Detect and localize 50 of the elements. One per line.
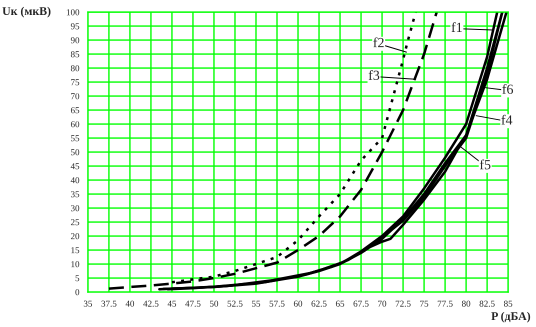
x-tick-label: 40 <box>126 300 134 307</box>
x-tick-label: 57.5 <box>270 300 285 307</box>
annotation: f3 <box>368 70 380 80</box>
x-tick-label: 45 <box>168 300 176 307</box>
annotation: f6 <box>502 84 514 94</box>
x-tick-label: 67.5 <box>354 300 369 307</box>
y-tick-label: 5 <box>76 275 80 282</box>
x-tick-label: 85 <box>504 300 512 307</box>
annotation: f1 <box>452 22 462 32</box>
y-tick-label: 80 <box>70 65 80 72</box>
x-tick-label: 77.5 <box>438 300 453 307</box>
y-tick-label: 35 <box>70 191 80 198</box>
y-tick-label: 90 <box>70 37 80 44</box>
x-tick-label: 60 <box>294 300 302 307</box>
y-tick-label: 10 <box>71 261 80 268</box>
y-tick-label: 70 <box>71 93 80 100</box>
y-tick-label: 65 <box>70 107 80 114</box>
y-tick-label: 25 <box>70 219 80 226</box>
x-tick-label: 80 <box>462 300 470 307</box>
y-tick-label: 60 <box>70 121 80 128</box>
y-tick-label: 75 <box>71 79 80 86</box>
x-tick-label: 37.5 <box>101 300 116 307</box>
y-tick-label: 40 <box>70 177 80 184</box>
x-tick-label: 82.5 <box>480 300 495 307</box>
x-tick-label: 65 <box>336 300 344 307</box>
x-tick-label: 52.5 <box>228 300 243 307</box>
y-tick-label: 45 <box>70 163 80 170</box>
y-tick-label: 20 <box>70 233 80 240</box>
x-tick-label: 72.5 <box>396 300 411 307</box>
y-tick-label: 85 <box>70 51 80 58</box>
x-tick-label: 42.5 <box>143 300 158 307</box>
y-tick-label: 55 <box>71 135 80 142</box>
y-tick-label: 0 <box>75 289 80 296</box>
annotation: f4 <box>501 114 512 125</box>
y-axis-title: Uк (мкВ) <box>2 6 50 18</box>
x-tick-label: 50 <box>210 300 218 307</box>
x-axis-title: P (дБА) <box>491 312 530 323</box>
x-tick-label: 62.5 <box>312 300 327 307</box>
y-tick-label: 30 <box>70 205 80 212</box>
y-tick-label: 100 <box>66 9 80 16</box>
y-tick-label: 15 <box>71 247 80 254</box>
x-tick-label: 55 <box>252 300 260 307</box>
x-tick-label: 35 <box>84 300 92 307</box>
y-tick-label: 95 <box>70 23 80 30</box>
x-tick-label: 75 <box>420 300 428 307</box>
x-tick-label: 47.5 <box>185 300 201 307</box>
y-tick-label: 50 <box>71 149 80 156</box>
x-tick-label: 70 <box>378 300 386 307</box>
annotation: f2 <box>373 37 384 48</box>
annotation: f5 <box>480 159 490 170</box>
